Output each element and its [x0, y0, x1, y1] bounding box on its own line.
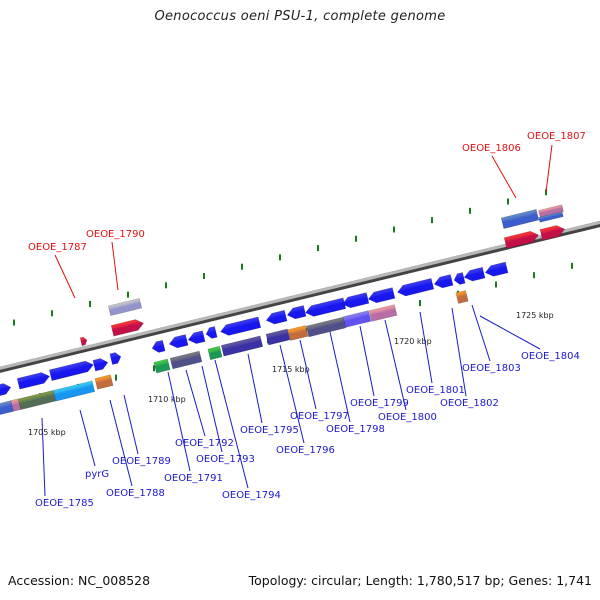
- forward-gene[interactable]: [453, 272, 466, 285]
- scale-label: 1710 kbp: [148, 395, 186, 404]
- reverse-gene[interactable]: [368, 304, 398, 322]
- forward-gene[interactable]: [168, 334, 189, 350]
- rna-block[interactable]: [500, 209, 540, 229]
- forward-gene[interactable]: [265, 309, 288, 325]
- reverse-gene[interactable]: [0, 400, 15, 416]
- reverse-gene[interactable]: [305, 316, 347, 338]
- rna-leader-line: [111, 241, 119, 291]
- rna-label[interactable]: OEOE_1806: [462, 143, 521, 154]
- forward-gene[interactable]: [0, 382, 12, 397]
- gene-leader-line: [123, 394, 139, 455]
- gene-label[interactable]: OEOE_1789: [112, 456, 171, 467]
- gene-label[interactable]: OEOE_1803: [462, 363, 521, 374]
- gene-leader-line: [247, 353, 263, 424]
- gene-leader-line: [185, 369, 206, 437]
- gene-leader-line: [279, 344, 305, 444]
- forward-gene[interactable]: [341, 292, 370, 310]
- gene-leader-line: [79, 409, 96, 467]
- reverse-gene[interactable]: [342, 310, 372, 328]
- gene-label[interactable]: OEOE_1788: [106, 488, 165, 499]
- forward-gene[interactable]: [187, 330, 206, 345]
- gene-leader-line: [471, 304, 491, 362]
- gene-label[interactable]: OEOE_1794: [222, 490, 281, 501]
- gene-label[interactable]: OEOE_1802: [440, 398, 499, 409]
- gene-label[interactable]: pyrG: [85, 469, 109, 480]
- reverse-gene[interactable]: [153, 358, 171, 374]
- forward-gene[interactable]: [16, 371, 51, 390]
- gene-label[interactable]: OEOE_1796: [276, 445, 335, 456]
- genome-summary: Topology: circular; Length: 1,780,517 bp…: [248, 573, 592, 588]
- forward-gene[interactable]: [433, 274, 454, 290]
- gene-leader-line: [41, 417, 46, 497]
- gene-label[interactable]: OEOE_1799: [350, 398, 409, 409]
- gene-leader-line: [201, 365, 223, 453]
- forward-gene[interactable]: [304, 297, 347, 318]
- gene-label[interactable]: OEOE_1797: [290, 411, 349, 422]
- rna-label[interactable]: OEOE_1787: [28, 242, 87, 253]
- reverse-gene[interactable]: [207, 345, 223, 361]
- forward-gene[interactable]: [396, 278, 435, 297]
- rna-label[interactable]: OEOE_1790: [86, 229, 145, 240]
- forward-gene[interactable]: [286, 305, 307, 321]
- gene-label[interactable]: OEOE_1801: [406, 385, 465, 396]
- gene-leader-line: [214, 359, 249, 489]
- gene-label[interactable]: OEOE_1792: [175, 438, 234, 449]
- gene-label[interactable]: OEOE_1785: [35, 498, 94, 509]
- gene-leader-line: [384, 319, 407, 411]
- gene-label[interactable]: OEOE_1791: [164, 473, 223, 484]
- forward-gene[interactable]: [484, 261, 509, 278]
- forward-gene[interactable]: [151, 339, 166, 354]
- rna-label[interactable]: OEOE_1807: [527, 131, 586, 142]
- forward-gene[interactable]: [205, 326, 218, 339]
- reverse-gene[interactable]: [52, 380, 96, 402]
- gene-label[interactable]: OEOE_1804: [521, 351, 580, 362]
- accession-label: Accession: NC_008528: [8, 573, 151, 588]
- gene-leader-line: [299, 339, 317, 410]
- gene-label[interactable]: OEOE_1798: [326, 424, 385, 435]
- gene-leader-line: [329, 331, 351, 423]
- gene-label[interactable]: OEOE_1800: [378, 412, 437, 423]
- gene-leader-line: [109, 399, 133, 487]
- rna-leader-line: [491, 155, 517, 199]
- reverse-gene[interactable]: [265, 328, 291, 346]
- gene-label[interactable]: OEOE_1793: [196, 454, 255, 465]
- rna-block[interactable]: [107, 297, 143, 317]
- reverse-gene[interactable]: [17, 390, 57, 410]
- gene-leader-line: [359, 325, 375, 397]
- reverse-gene[interactable]: [169, 350, 203, 370]
- gene-leader-line: [167, 371, 191, 472]
- forward-gene[interactable]: [463, 266, 486, 282]
- forward-gene[interactable]: [219, 316, 262, 337]
- rna-block[interactable]: [538, 204, 564, 218]
- rna-gene[interactable]: [79, 336, 88, 346]
- gene-label[interactable]: OEOE_1795: [240, 425, 299, 436]
- rna-gene[interactable]: [110, 318, 145, 337]
- forward-gene[interactable]: [367, 287, 396, 305]
- forward-gene[interactable]: [48, 359, 94, 381]
- gene-leader-line: [419, 311, 433, 384]
- page-title: Oenococcus oeni PSU-1, complete genome: [154, 9, 446, 24]
- rna-gene[interactable]: [539, 224, 566, 241]
- scale-label: 1715 kbp: [272, 365, 310, 374]
- forward-gene[interactable]: [109, 351, 122, 365]
- rna-leader-line: [54, 254, 76, 299]
- reverse-gene[interactable]: [94, 374, 114, 390]
- scale-label: 1720 kbp: [394, 337, 432, 346]
- reverse-gene[interactable]: [287, 325, 309, 341]
- forward-gene[interactable]: [92, 357, 109, 372]
- gene-leader-line: [479, 315, 541, 350]
- rna-leader-line: [545, 144, 553, 193]
- scale-label: 1725 kbp: [516, 311, 554, 320]
- scale-label: 1705 kbp: [28, 428, 66, 437]
- reverse-gene[interactable]: [10, 398, 22, 412]
- rna-block[interactable]: [538, 211, 564, 223]
- gene-leader-line: [451, 307, 467, 397]
- reverse-gene[interactable]: [220, 335, 264, 357]
- reverse-gene[interactable]: [455, 290, 469, 304]
- rna-gene[interactable]: [503, 230, 540, 249]
- genome-backbone: [0, 220, 600, 370]
